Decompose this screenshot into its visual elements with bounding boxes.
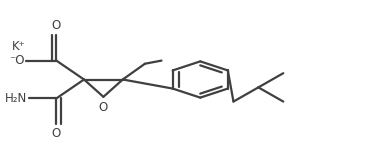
Text: K⁺: K⁺ <box>12 40 26 53</box>
Text: ⁻O: ⁻O <box>9 54 25 67</box>
Text: O: O <box>52 19 61 32</box>
Text: O: O <box>99 101 108 114</box>
Text: H₂N: H₂N <box>5 92 27 105</box>
Text: O: O <box>52 127 61 140</box>
